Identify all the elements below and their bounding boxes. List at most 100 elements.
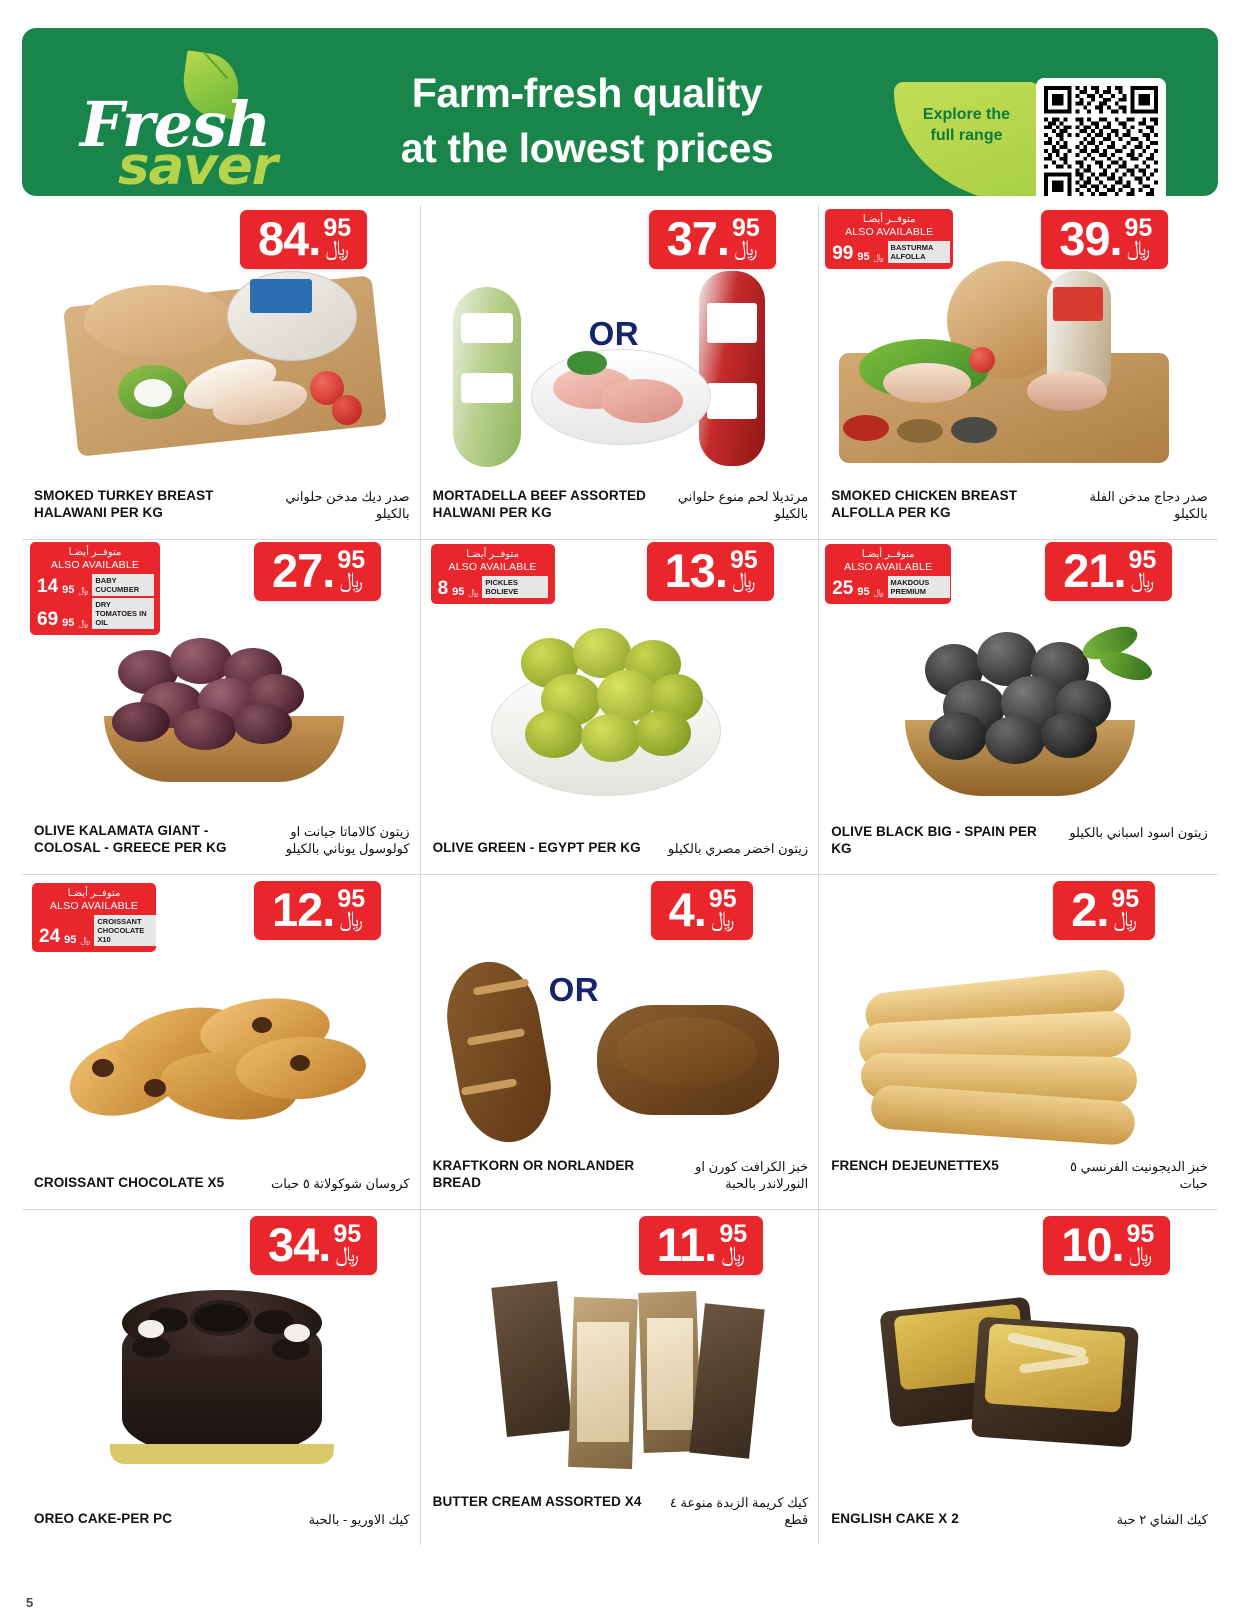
product-name-en: ENGLISH CAKE X 2 — [831, 1511, 959, 1527]
explore-badge-text: Explore the full range — [894, 82, 1039, 146]
product-cell-butter-cream-assorted-x4[interactable]: 11 . 95 ﷼ BUTTER CREAM ASSORTED X4 كيك ك… — [421, 1210, 820, 1545]
price-tag: 4 . 95 ﷼ — [650, 881, 753, 941]
price-tag: 2 . 95 ﷼ — [1053, 881, 1156, 941]
also-price-cents: 95 — [452, 585, 465, 598]
price-whole: 34 — [268, 1218, 319, 1271]
product-cell-english-cake-x2[interactable]: 10 . 95 ﷼ ENGLISH CAKE X 2 كيك الشاي ٢ ح… — [819, 1210, 1218, 1545]
price-cents: 95 — [1128, 546, 1157, 574]
riyal-icon: ﷼ — [335, 1242, 359, 1266]
product-cell-mortadella-beef-assorted[interactable]: OR 37 . 95 ﷼ MORTADELLA BEEF ASSORTED HA… — [420, 205, 820, 540]
riyal-icon: ﷼ — [721, 1242, 745, 1266]
price-cents: 95 — [708, 885, 737, 913]
product-cell-croissant-chocolate-x5[interactable]: متوفــر أيضـا ALSO AVAILABLE 24 95 ﷼ CRO… — [22, 875, 421, 1210]
price-cents: 95 — [323, 214, 352, 242]
also-available-item: 14 95 ﷼ BABY CUCUMBER — [37, 573, 155, 596]
explore-full-range-badge[interactable]: Explore the full range — [894, 82, 1039, 196]
headline-line-1: Farm-fresh quality — [411, 70, 763, 116]
explore-line-1: Explore the — [922, 106, 1011, 123]
product-image-english-cake-x2 — [819, 1248, 1218, 1489]
product-names: OLIVE KALAMATA GIANT - COLOSAL - GREECE … — [34, 823, 410, 858]
also-available-label-en: ALSO AVAILABLE — [845, 225, 934, 238]
headline-line-2: at the lowest prices — [400, 124, 774, 171]
explore-line-2: full range — [930, 127, 1003, 145]
logo-text-fresh: Fresh — [80, 88, 271, 161]
also-price-cents: 95 — [62, 616, 75, 629]
also-available-item: 25 95 ﷼ MAKDOUS PREMIUM — [832, 575, 950, 598]
product-cell-smoked-turkey-breast[interactable]: 84 . 95 ﷼ SMOKED TURKEY BREAST HALAWANI … — [22, 205, 421, 540]
product-image-kraftkorn-norlander-bread — [421, 913, 819, 1153]
also-available-item: 69 95 ﷼ DRY TOMATOES IN OIL — [37, 597, 155, 630]
riyal-icon: ﷼ — [78, 617, 89, 628]
page-number: 5 — [26, 1595, 34, 1610]
qr-code-card[interactable] — [1036, 78, 1166, 196]
product-name-en: OLIVE KALAMATA GIANT - COLOSAL - GREECE … — [34, 822, 227, 855]
also-available-badge: متوفــر أيضـا ALSO AVAILABLE 14 95 ﷼ BAB… — [30, 542, 160, 635]
price-cents: 95 — [1111, 885, 1140, 913]
riyal-icon: ﷼ — [1113, 907, 1137, 931]
riyal-icon: ﷼ — [734, 236, 758, 260]
price-tag: 34 . 95 ﷼ — [250, 1216, 378, 1276]
riyal-icon: ﷼ — [468, 586, 479, 597]
header-banner: Fresh saver Farm-fresh quality at the lo… — [22, 28, 1218, 196]
product-name-ar: خبز الكرافت كورن او النورلاندر بالحبة — [695, 1158, 809, 1192]
also-price-whole: 69 — [37, 608, 59, 630]
or-badge: OR — [588, 315, 640, 352]
also-price-whole: 24 — [39, 925, 61, 947]
product-name-en: OLIVE BLACK BIG - SPAIN PER KG — [831, 824, 1037, 857]
price-cents: 95 — [1126, 1220, 1155, 1248]
riyal-icon: ﷼ — [873, 586, 884, 597]
price-whole: 37 — [666, 212, 718, 265]
qr-code-icon — [1044, 86, 1158, 196]
product-image-oreo-cake-per-pc — [22, 1248, 420, 1489]
price-cents: 95 — [1124, 214, 1153, 242]
product-name-ar: صدر دجاج مدخن الفلة بالكيلو — [1089, 488, 1208, 522]
product-names: OLIVE BLACK BIG - SPAIN PER KG زيتون اسو… — [831, 824, 1208, 858]
product-cell-olive-black-big-spain[interactable]: متوفــر أيضـا ALSO AVAILABLE 25 95 ﷼ MAK… — [819, 540, 1218, 875]
product-image-french-dejeunette-x5 — [819, 913, 1218, 1153]
price-whole: 27 — [272, 544, 323, 597]
also-available-badge: متوفــر أيضـا ALSO AVAILABLE 8 95 ﷼ PICK… — [430, 544, 555, 604]
also-available-label-ar: متوفــر أيضـا — [861, 549, 915, 560]
product-row-4: 34 . 95 ﷼ OREO CAKE-PER PC كيك الاوريو -… — [22, 1210, 1218, 1545]
headline: Farm-fresh quality at the lowest prices — [322, 66, 852, 175]
product-cell-oreo-cake-per-pc[interactable]: 34 . 95 ﷼ OREO CAKE-PER PC كيك الاوريو -… — [22, 1210, 421, 1545]
price-cents: 95 — [729, 546, 758, 574]
product-names: MORTADELLA BEEF ASSORTED HALWANI PER KG … — [433, 488, 809, 523]
product-cell-olive-kalamata-giant[interactable]: متوفــر أيضـا ALSO AVAILABLE 14 95 ﷼ BAB… — [22, 540, 421, 875]
price-tag: 11 . 95 ﷼ — [638, 1216, 764, 1276]
also-item-label: PICKLES BOLIEVE — [482, 575, 548, 598]
also-available-badge: متوفــر أيضـا ALSO AVAILABLE 24 95 ﷼ CRO… — [32, 883, 157, 952]
price-cents: 95 — [337, 546, 366, 574]
also-available-label-ar: متوفــر أيضـا — [67, 888, 121, 899]
price-whole: 12 — [272, 883, 323, 936]
product-cell-kraftkorn-norlander-bread[interactable]: OR 4 . 95 ﷼ KRAFTKORN OR NORLANDER BREAD… — [420, 875, 820, 1210]
also-price-cents: 95 — [857, 250, 870, 263]
also-price-cents: 95 — [857, 585, 870, 598]
product-image-olive-kalamata-giant — [22, 578, 420, 818]
product-image-butter-cream-assorted-x4 — [421, 1248, 819, 1489]
product-row-3: متوفــر أيضـا ALSO AVAILABLE 24 95 ﷼ CRO… — [22, 875, 1218, 1210]
price-tag: 10 . 95 ﷼ — [1043, 1216, 1171, 1276]
product-names: FRENCH DEJEUNETTEX5 خبز الديجونيت الفرنس… — [831, 1158, 1208, 1193]
product-name-ar: كروسان شوكولاتة ٥ حبات — [271, 1176, 410, 1192]
product-image-olive-green-egypt — [421, 578, 819, 818]
product-grid: 84 . 95 ﷼ SMOKED TURKEY BREAST HALAWANI … — [22, 205, 1218, 1545]
product-name-en: FRENCH DEJEUNETTEX5 — [831, 1157, 999, 1173]
price-cents: 95 — [719, 1220, 748, 1248]
product-name-ar: كيك الاوريو - بالحبة — [308, 1512, 410, 1528]
also-available-label-en: ALSO AVAILABLE — [49, 899, 139, 912]
riyal-icon: ﷼ — [732, 568, 756, 592]
product-name-ar: مرتديلا لحم منوع حلواني بالكيلو — [677, 488, 809, 522]
also-price-cents: 95 — [62, 583, 75, 596]
product-cell-smoked-chicken-breast[interactable]: متوفــر أيضـا ALSO AVAILABLE 99 95 ﷼ BAS… — [819, 205, 1218, 540]
riyal-icon: ﷼ — [1128, 1242, 1153, 1266]
riyal-icon: ﷼ — [325, 236, 349, 260]
product-cell-olive-green-egypt[interactable]: متوفــر أيضـا ALSO AVAILABLE 8 95 ﷼ PICK… — [420, 540, 820, 875]
price-whole: 21 — [1063, 544, 1114, 597]
product-name-ar: كيك كريمة الزبدة منوعة ٤ قطع — [669, 1494, 809, 1528]
also-price-whole: 8 — [437, 577, 449, 599]
product-names: SMOKED CHICKEN BREAST ALFOLLA PER KG صدر… — [831, 488, 1208, 523]
riyal-icon: ﷼ — [1126, 236, 1151, 260]
product-cell-french-dejeunette-x5[interactable]: 2 . 95 ﷼ FRENCH DEJEUNETTEX5 خبز الديجون… — [819, 875, 1218, 1210]
